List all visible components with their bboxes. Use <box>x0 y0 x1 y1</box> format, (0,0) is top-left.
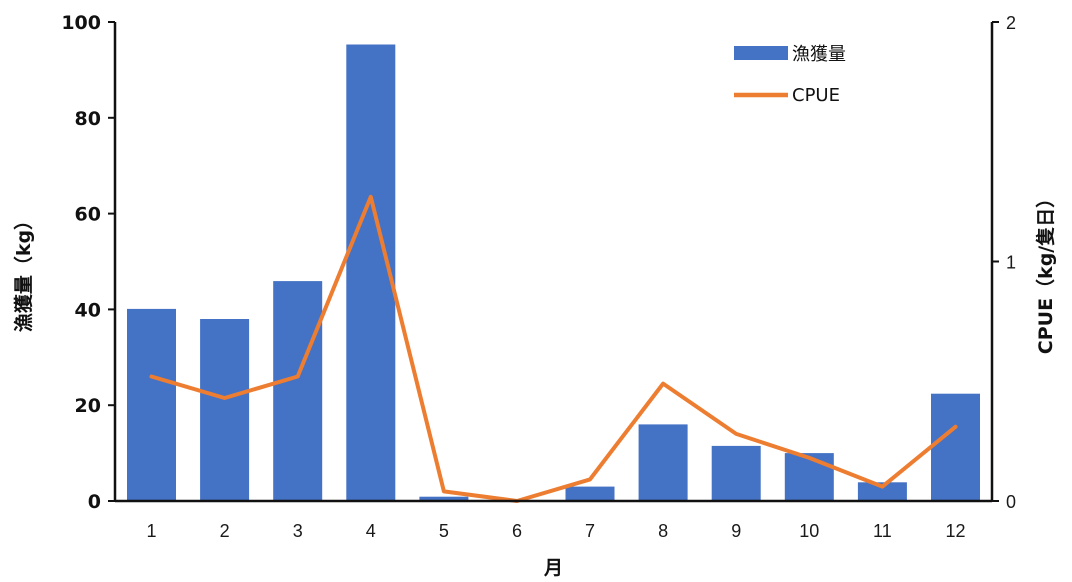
x-tick-label: 5 <box>439 521 449 541</box>
legend-label-line: CPUE <box>792 85 840 106</box>
legend-label-bar: 漁獲量 <box>792 44 846 65</box>
y-axis-left-title: 漁獲量（kg） <box>12 211 35 332</box>
bar-8 <box>638 424 688 501</box>
x-tick-label: 8 <box>658 521 668 541</box>
x-tick-label: 3 <box>293 521 303 541</box>
x-axis-title: 月 <box>543 557 563 579</box>
x-tick-label: 4 <box>366 521 376 541</box>
legend-swatch-bar <box>734 46 788 60</box>
line-series <box>149 194 958 503</box>
bar-7 <box>565 486 615 501</box>
bar-series <box>127 44 980 501</box>
bar-1 <box>127 308 176 501</box>
bar-10 <box>784 453 834 501</box>
x-tick-label: 6 <box>512 521 522 541</box>
y-right-tick-label: 2 <box>1006 13 1016 33</box>
y-right-tick-label: 0 <box>1006 492 1016 512</box>
x-tick-label: 10 <box>799 521 819 541</box>
legend: 漁獲量 CPUE <box>734 44 846 106</box>
x-tick-label: 12 <box>945 521 965 541</box>
y-left-tick-label: 80 <box>75 108 101 130</box>
bar-12 <box>931 393 980 501</box>
x-tick-label: 9 <box>731 521 741 541</box>
y-right-tick-label: 1 <box>1006 253 1016 273</box>
bar-3 <box>273 281 323 501</box>
bar-11 <box>857 482 907 501</box>
bar-2 <box>200 319 250 501</box>
x-tick-label: 2 <box>220 521 230 541</box>
bar-9 <box>711 445 761 501</box>
y-left-tick-label: 100 <box>61 12 101 34</box>
y-left-tick-label: 40 <box>75 299 101 321</box>
bar-5 <box>419 496 469 501</box>
x-tick-label: 1 <box>147 521 157 541</box>
y-left-tick-label: 60 <box>75 204 101 226</box>
cpue-line <box>149 194 958 503</box>
x-tick-label: 7 <box>585 521 595 541</box>
bar-4 <box>346 44 396 501</box>
y-left-tick-label: 20 <box>75 395 101 417</box>
x-tick-label: 11 <box>873 521 892 541</box>
y-left-tick-label: 0 <box>88 491 101 513</box>
y-axis-right-title: CPUE（kg/隻日） <box>1034 189 1057 354</box>
